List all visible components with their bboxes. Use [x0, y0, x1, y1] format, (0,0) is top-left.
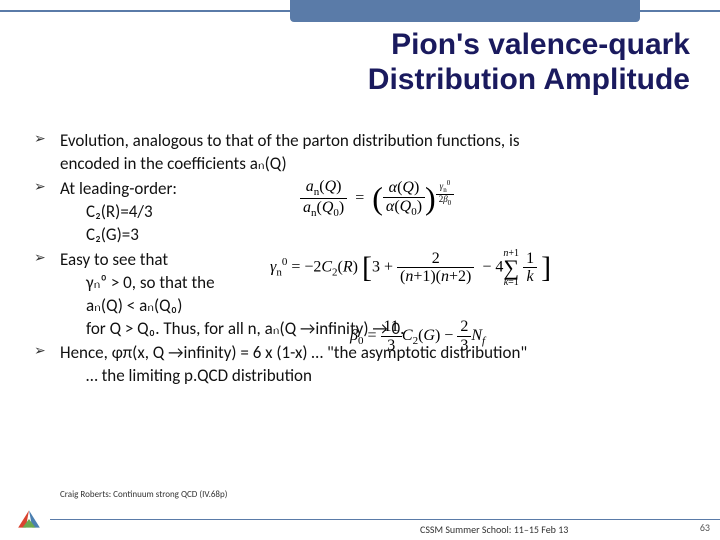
footer-rule	[50, 519, 720, 520]
page-title: Pion's valence-quark Distribution Amplit…	[368, 28, 690, 97]
equation-gamma: γn0 = −2C2(R) [3 + 2(n+1)(n+2) − 4n+1∑k=…	[270, 248, 650, 288]
bullet-evolution-l1: Evolution, analogous to that of the part…	[60, 130, 520, 151]
bullet-evolution: Evolution, analogous to that of the part…	[34, 130, 692, 176]
bullet-easy-text: Easy to see that	[60, 249, 168, 270]
equation-beta: β0 = 113C2(G) − 23Nf	[350, 318, 580, 354]
header-bar	[0, 0, 720, 22]
footer-credit: Craig Roberts: Continuum strong QCD (IV.…	[60, 489, 227, 500]
page-number: 63	[700, 521, 710, 534]
bullet-leading-text: At leading-order:	[60, 178, 177, 199]
footer-school: CSSM Summer School: 11–15 Feb 13	[420, 523, 568, 536]
equation-ratio: an(Q)an(Q0) = (α(Q)α(Q0))γn02β0	[300, 178, 560, 220]
bullet-evolution-l2: encoded in the coefficients aₙ(Q)	[60, 153, 287, 174]
title-line1: Pion's valence-quark	[391, 28, 690, 61]
title-line2: Distribution Amplitude	[368, 63, 690, 96]
c2g: C₂(G)=3	[60, 224, 692, 247]
header-block	[290, 0, 640, 22]
an-ineq: aₙ(Q) < aₙ(Q₀)	[60, 295, 692, 318]
limiting-line: … the limiting p.QCD distribution	[60, 365, 692, 388]
logo-icon	[16, 508, 42, 530]
